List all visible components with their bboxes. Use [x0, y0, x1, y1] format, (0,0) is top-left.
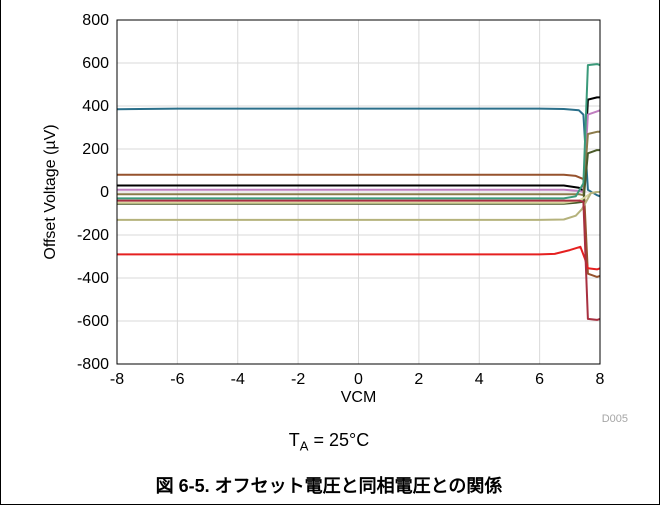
condition-prefix: T	[288, 430, 300, 450]
y-tick-label: 400	[82, 98, 109, 115]
series-line-6	[117, 63, 601, 200]
tick-labels: -8 -6 -4 -2 0 2 4 6 8 -800 -600 -400 -200 0 200 400 600 8…	[77, 12, 605, 388]
y-tick-label: 0	[100, 184, 109, 201]
x-axis-title: VCM	[341, 389, 377, 406]
y-axis-title: Offset Voltage (µV)	[42, 124, 59, 259]
x-tick-label: -4	[231, 371, 245, 388]
x-tick-label: 6	[535, 371, 544, 388]
series-line-5	[117, 130, 600, 197]
x-tick-label: 8	[596, 371, 605, 388]
offset-voltage-chart: -8 -6 -4 -2 0 2 4 6 8 -800 -600 -400 -200 0 200 400 600 8…	[42, 12, 628, 425]
figure-caption: 図 6-5. オフセット電圧と同相電圧との関係	[155, 476, 503, 496]
y-tick-label: -200	[77, 227, 109, 244]
series-line-3	[117, 96, 600, 192]
series-line-1	[116, 107, 601, 198]
figure-code: D005	[602, 413, 628, 425]
x-tick-label: -8	[110, 371, 124, 388]
condition-label: TA = 25°C	[0, 430, 658, 454]
y-tick-label: 600	[82, 55, 109, 72]
series-line-11	[117, 199, 601, 321]
x-tick-label: -2	[291, 371, 305, 388]
condition-suffix: = 25°C	[308, 430, 370, 450]
plot-area-border	[116, 19, 601, 365]
y-tick-label: -800	[77, 356, 109, 373]
series-line-4	[117, 109, 601, 193]
y-tick-label: 800	[82, 12, 109, 29]
condition-subscript: A	[299, 438, 309, 454]
series-line-2	[117, 173, 601, 278]
y-tick-label: -600	[77, 313, 109, 330]
x-tick-label: -6	[170, 371, 184, 388]
x-tick-label: 2	[414, 371, 423, 388]
x-tick-label: 0	[354, 371, 363, 388]
x-tick-label: 4	[475, 371, 484, 388]
series-line-10	[117, 245, 601, 271]
grid	[116, 19, 601, 365]
series-layer	[116, 63, 601, 321]
y-tick-label: 200	[82, 141, 109, 158]
series-line-9	[117, 191, 600, 221]
y-tick-label: -400	[77, 270, 109, 287]
